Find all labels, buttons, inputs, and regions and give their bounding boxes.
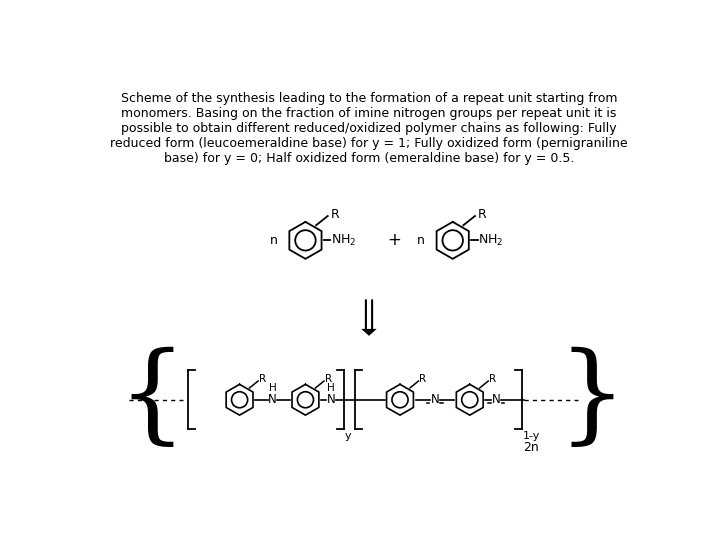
Text: R: R xyxy=(478,208,487,221)
Text: }: } xyxy=(558,347,626,453)
Text: R: R xyxy=(489,374,496,384)
Text: y: y xyxy=(345,431,351,441)
Text: N: N xyxy=(431,393,439,406)
Text: $\mathregular{NH_2}$: $\mathregular{NH_2}$ xyxy=(331,233,356,248)
Text: R: R xyxy=(258,374,266,384)
Text: 1-y: 1-y xyxy=(523,431,541,441)
Text: {: { xyxy=(117,347,186,453)
Text: n: n xyxy=(417,234,425,247)
Text: H: H xyxy=(327,383,335,393)
Text: N: N xyxy=(327,393,336,406)
Polygon shape xyxy=(361,329,377,336)
Text: R: R xyxy=(325,374,332,384)
Text: R: R xyxy=(331,208,340,221)
Text: $\mathregular{NH_2}$: $\mathregular{NH_2}$ xyxy=(478,233,504,248)
Text: 2n: 2n xyxy=(523,441,539,454)
Text: +: + xyxy=(387,231,402,249)
Text: N: N xyxy=(492,393,500,406)
Text: N: N xyxy=(268,393,277,406)
Text: n: n xyxy=(270,234,277,247)
Text: H: H xyxy=(269,383,276,393)
Text: R: R xyxy=(419,374,426,384)
Text: Scheme of the synthesis leading to the formation of a repeat unit starting from
: Scheme of the synthesis leading to the f… xyxy=(110,92,628,165)
